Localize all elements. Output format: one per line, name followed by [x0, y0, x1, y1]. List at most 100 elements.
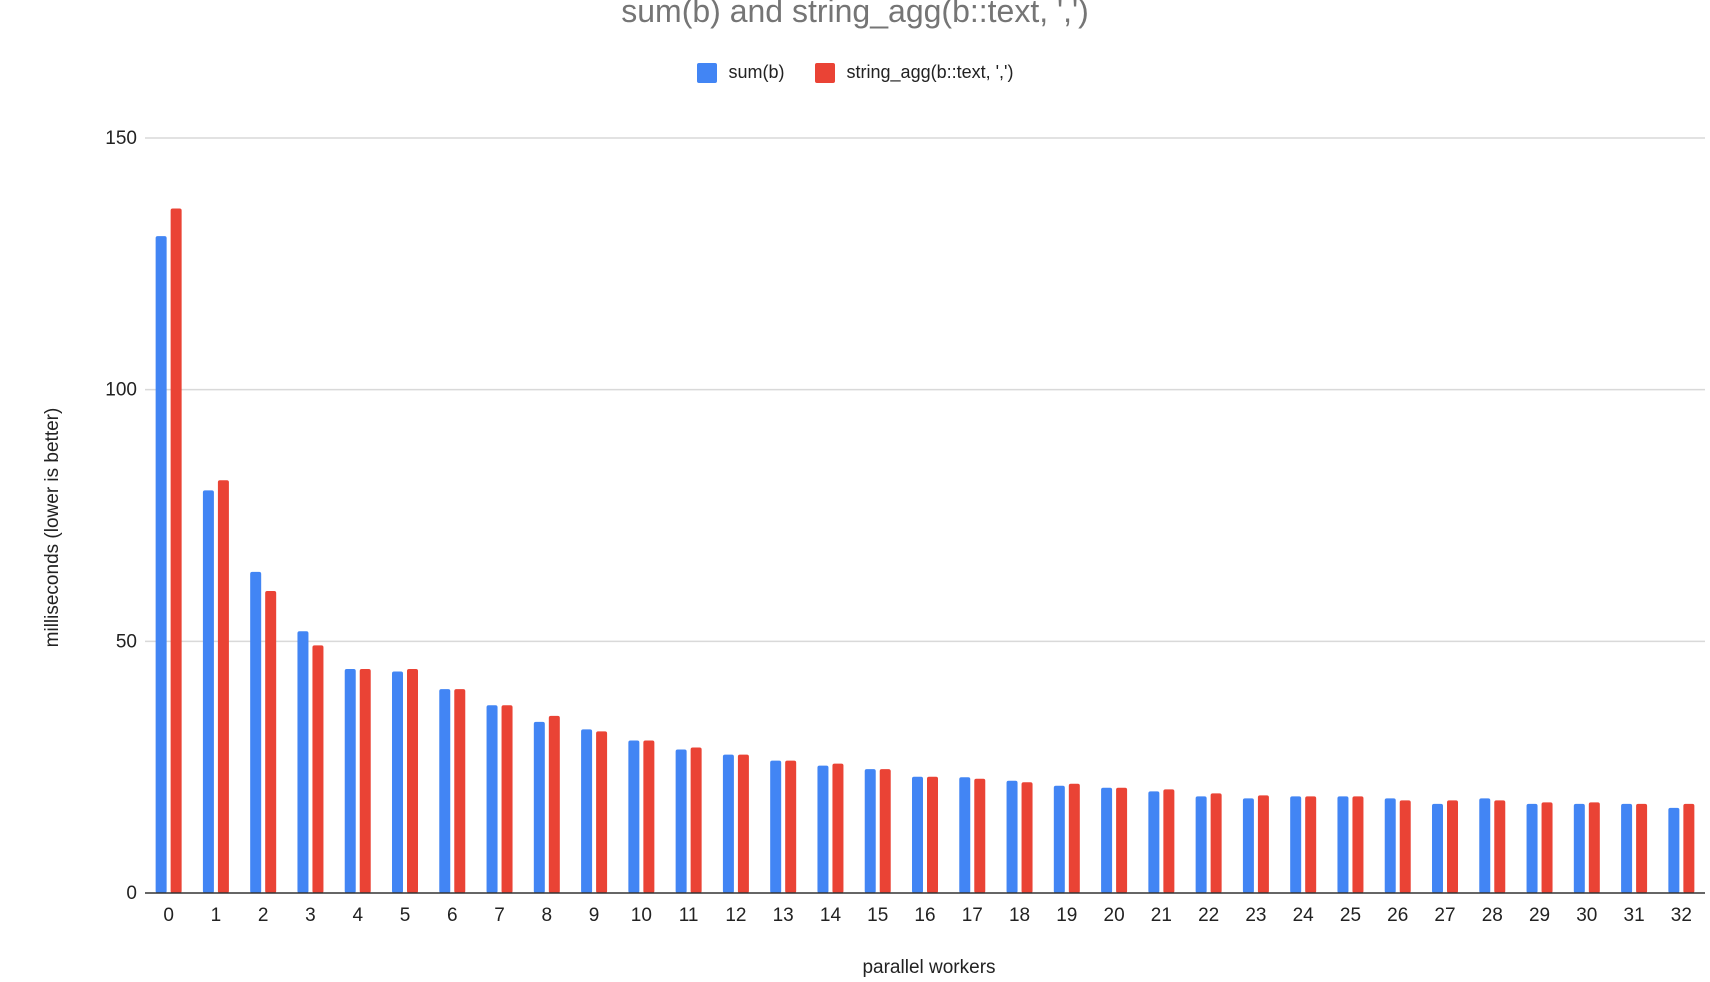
bar-sum[interactable]	[1290, 796, 1302, 893]
bar-sum[interactable]	[250, 571, 262, 893]
x-tick-label: 20	[1104, 905, 1125, 926]
x-tick-label: 16	[914, 905, 935, 926]
bar-sum[interactable]	[912, 776, 923, 893]
legend-swatch-sum	[696, 62, 717, 83]
bar-sum[interactable]	[1337, 796, 1349, 893]
x-tick-label: 5	[400, 905, 411, 926]
legend-label-string-agg: string_agg(b::text, ',')	[846, 62, 1014, 82]
y-axis-ticks: 0 50 100 150	[105, 128, 137, 904]
bar-sum[interactable]	[770, 760, 782, 893]
x-tick-label: 15	[867, 905, 888, 926]
bar-sum[interactable]	[344, 669, 356, 893]
bar-sum[interactable]	[202, 490, 214, 893]
bar-string-agg[interactable]	[1116, 787, 1128, 893]
bar-string-agg[interactable]	[596, 731, 608, 893]
bar-string-agg[interactable]	[312, 645, 324, 893]
bar-string-agg[interactable]	[974, 778, 986, 893]
bar-string-agg[interactable]	[832, 763, 844, 893]
bar-sum[interactable]	[297, 631, 309, 893]
bar-sum[interactable]	[1195, 796, 1207, 893]
bar-sum[interactable]	[722, 754, 734, 893]
bar-sum[interactable]	[628, 740, 640, 893]
bar-sum[interactable]	[1101, 787, 1113, 893]
legend: sum(b) string_agg(b::text, ',')	[0, 62, 1710, 83]
bar-string-agg[interactable]	[217, 480, 229, 893]
x-tick-label: 2	[258, 905, 269, 926]
bar-string-agg[interactable]	[501, 705, 513, 893]
bar-sum[interactable]	[1148, 791, 1160, 893]
bar-sum[interactable]	[1479, 798, 1491, 893]
bar-sum[interactable]	[1053, 785, 1065, 893]
bar-sum[interactable]	[1242, 798, 1254, 893]
bar-string-agg[interactable]	[1447, 800, 1458, 893]
y-tick-label: 50	[116, 631, 137, 652]
bar-string-agg[interactable]	[454, 689, 466, 893]
bar-string-agg[interactable]	[359, 669, 371, 893]
x-tick-label: 23	[1245, 905, 1266, 926]
legend-item-string-agg[interactable]: string_agg(b::text, ',')	[814, 62, 1014, 83]
bar-sum[interactable]	[959, 777, 971, 893]
bar-string-agg[interactable]	[879, 769, 891, 893]
bar-string-agg[interactable]	[1683, 803, 1695, 893]
bar-sum[interactable]	[392, 671, 403, 893]
bar-string-agg[interactable]	[1588, 802, 1600, 893]
x-tick-label: 4	[352, 905, 363, 926]
x-axis-title: parallel workers	[862, 957, 995, 978]
bar-sum[interactable]	[1668, 807, 1680, 893]
bar-sum[interactable]	[533, 721, 545, 893]
bar-string-agg[interactable]	[643, 740, 655, 893]
x-tick-label: 7	[494, 905, 505, 926]
x-tick-label: 8	[542, 905, 553, 926]
bar-sum[interactable]	[439, 689, 451, 893]
bar-sum[interactable]	[486, 705, 498, 893]
y-tick-label: 0	[126, 883, 137, 904]
bar-string-agg[interactable]	[1021, 782, 1033, 893]
bar-string-agg[interactable]	[1210, 793, 1222, 893]
legend-swatch-string-agg	[814, 62, 835, 83]
bar-sum[interactable]	[1526, 803, 1538, 893]
x-tick-label: 22	[1198, 905, 1219, 926]
bar-sum[interactable]	[1006, 780, 1018, 893]
bar-string-agg[interactable]	[785, 760, 797, 893]
x-tick-label: 13	[773, 905, 794, 926]
bar-sum[interactable]	[155, 236, 167, 893]
legend-label-sum: sum(b)	[728, 62, 785, 82]
bar-string-agg[interactable]	[1352, 796, 1364, 893]
legend-item-sum[interactable]: sum(b)	[696, 62, 785, 83]
x-tick-label: 18	[1009, 905, 1030, 926]
x-axis-ticks: 0 1 2 3 4 5 6 7 8 9 10 11 12 13 14 15 16 17 18 19 20 21 22 23 24…	[163, 905, 1692, 926]
bar-sum[interactable]	[817, 765, 829, 893]
x-tick-label: 24	[1293, 905, 1315, 926]
bar-string-agg[interactable]	[737, 754, 749, 893]
bar-string-agg[interactable]	[1494, 800, 1506, 893]
y-tick-label: 150	[105, 128, 137, 149]
bar-sum[interactable]	[1573, 803, 1585, 893]
x-tick-label: 19	[1056, 905, 1077, 926]
x-tick-label: 32	[1671, 905, 1692, 926]
x-tick-label: 0	[163, 905, 174, 926]
bar-string-agg[interactable]	[1399, 800, 1411, 893]
bar-sum[interactable]	[1432, 803, 1443, 893]
bar-sum[interactable]	[864, 769, 876, 893]
y-axis-title: milliseconds (lower is better)	[42, 408, 63, 648]
bar-string-agg[interactable]	[1257, 795, 1269, 893]
bar-string-agg[interactable]	[1636, 803, 1648, 893]
bar-string-agg[interactable]	[690, 747, 702, 893]
bar-string-agg[interactable]	[170, 208, 182, 893]
bar-string-agg[interactable]	[407, 669, 418, 893]
x-tick-label: 11	[679, 905, 699, 926]
bar-sum[interactable]	[581, 729, 593, 893]
bar-string-agg[interactable]	[1163, 789, 1175, 893]
bar-sum[interactable]	[1621, 803, 1633, 893]
x-tick-label: 3	[305, 905, 316, 926]
bar-sum[interactable]	[1384, 798, 1396, 893]
bar-string-agg[interactable]	[927, 776, 938, 893]
bar-sum[interactable]	[675, 749, 687, 893]
bar-string-agg[interactable]	[1068, 783, 1080, 893]
bar-string-agg[interactable]	[1305, 796, 1317, 893]
bar-string-agg[interactable]	[1541, 802, 1553, 893]
bar-string-agg[interactable]	[265, 591, 277, 893]
bar-string-agg[interactable]	[548, 715, 560, 893]
x-tick-label: 6	[447, 905, 458, 926]
